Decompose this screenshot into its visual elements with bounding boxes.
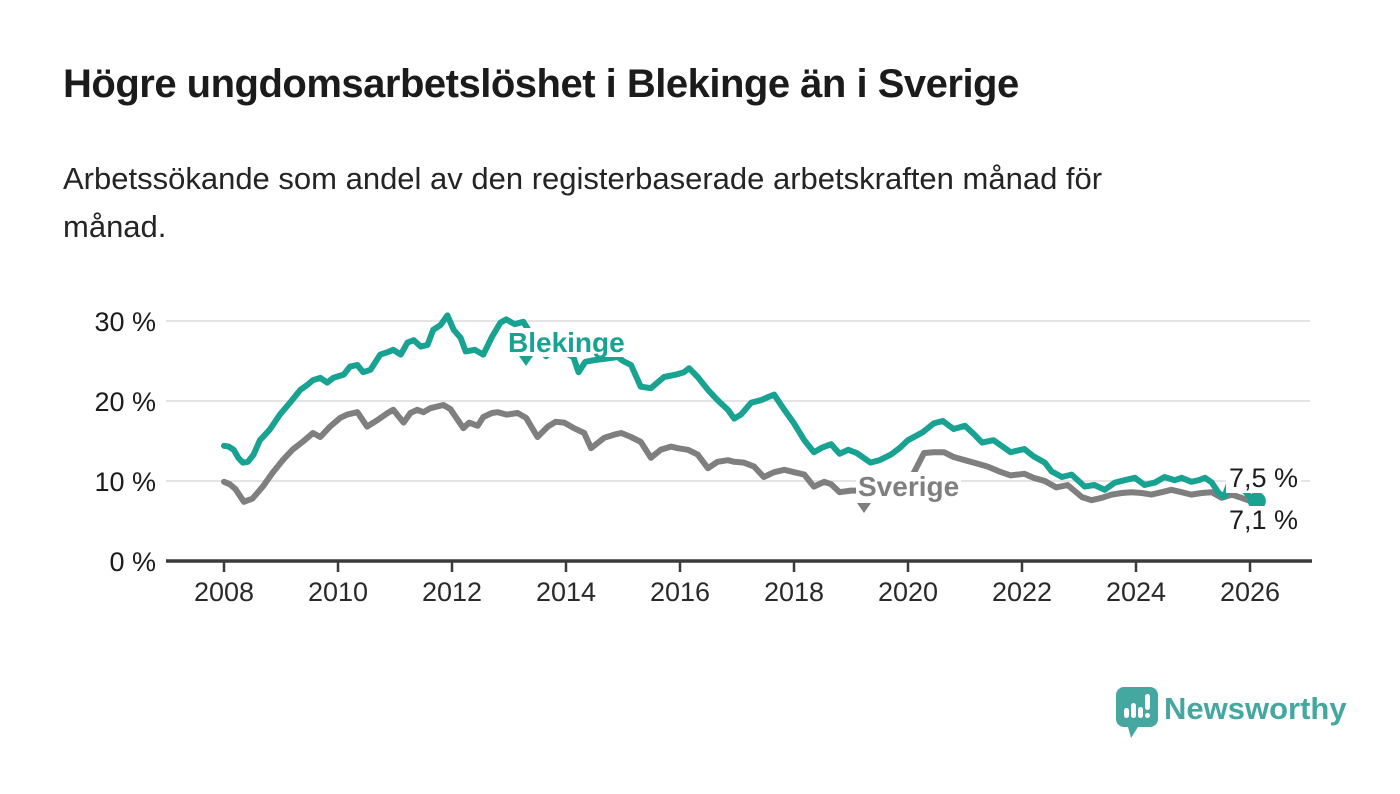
sverige-pointer-triangle-icon	[857, 503, 871, 513]
subtitle-line-2: månad.	[63, 209, 167, 244]
y-tick-label-0: 0 %	[109, 547, 156, 577]
x-tick-label-2014: 2014	[536, 577, 596, 607]
latest-point-dot-blekinge	[1247, 492, 1266, 510]
newsworthy-logo: Newsworthy	[1115, 686, 1347, 740]
x-tick-label-2010: 2010	[308, 577, 368, 607]
chart-subtitle: Arbetssökande som andel av den registerb…	[63, 155, 1353, 251]
line-blekinge	[221, 312, 1260, 504]
series-label-blekinge: Blekinge	[506, 327, 627, 358]
x-tick-label-2012: 2012	[422, 577, 482, 607]
page-title: Högre ungdomsarbetslöshet i Blekinge än …	[63, 62, 1019, 106]
subtitle-line-1: Arbetssökande som andel av den registerb…	[63, 161, 1103, 196]
x-tick-label-2018: 2018	[764, 577, 824, 607]
y-tick-label-20: 20 %	[94, 387, 156, 417]
y-tick-label-30: 30 %	[94, 307, 156, 337]
end-value-sverige: 7,1 %	[1226, 506, 1302, 535]
x-tick-label-2020: 2020	[878, 577, 938, 607]
x-tick-label-2026: 2026	[1220, 577, 1280, 607]
blekinge-pointer-triangle-icon	[519, 356, 533, 366]
x-tick-label-2016: 2016	[650, 577, 710, 607]
newsworthy-logo-text: Newsworthy	[1164, 691, 1347, 726]
x-tick-label-2022: 2022	[992, 577, 1052, 607]
x-tick-label-2024: 2024	[1106, 577, 1166, 607]
newsworthy-logo-icon	[1116, 687, 1158, 738]
end-value-blekinge: 7,5 %	[1226, 464, 1302, 493]
y-tick-label-10: 10 %	[94, 467, 156, 497]
line-sverige	[221, 402, 1260, 508]
series-label-sverige: Sverige	[856, 471, 962, 502]
x-tick-label-2008: 2008	[194, 577, 254, 607]
